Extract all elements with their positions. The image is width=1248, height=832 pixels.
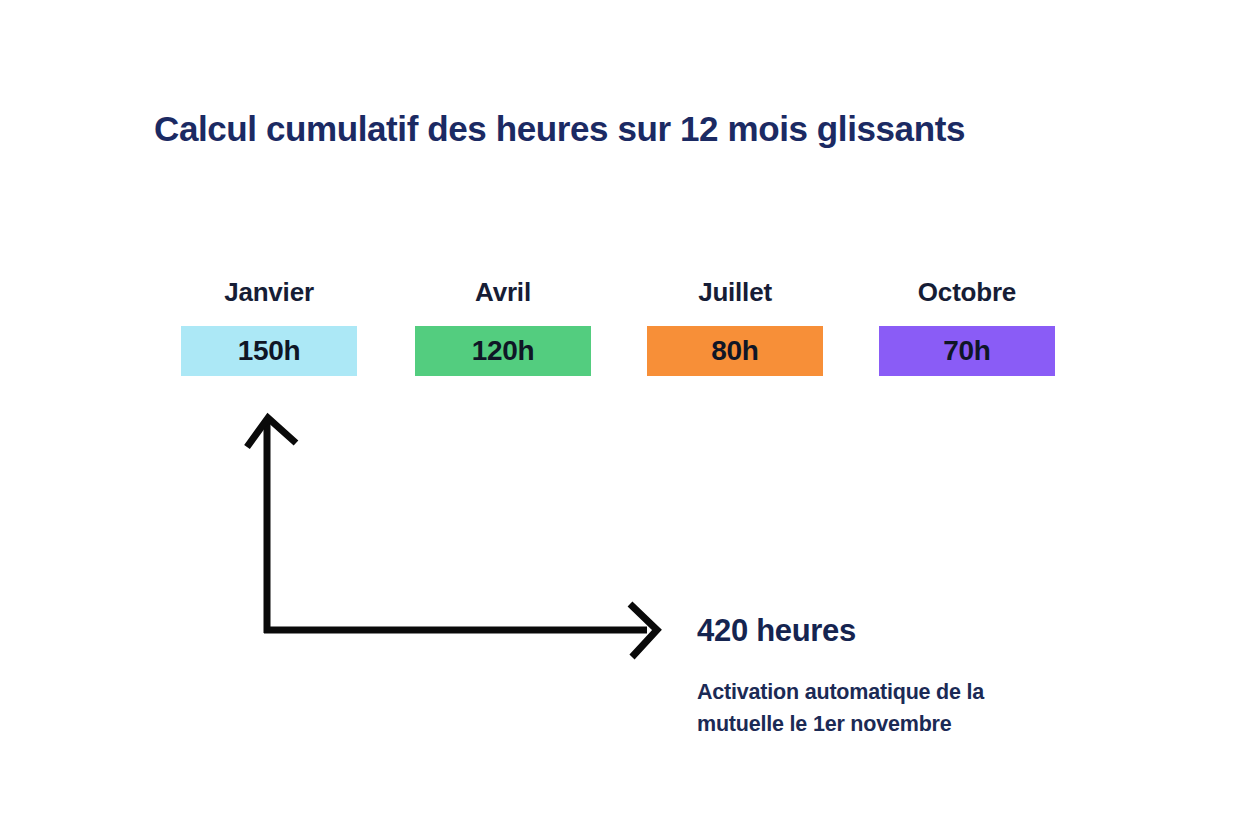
page-title: Calcul cumulatif des heures sur 12 mois …	[154, 106, 1094, 152]
hours-value: 150h	[238, 335, 301, 367]
hours-box: 70h	[879, 326, 1055, 376]
total-hours-value: 420 heures	[697, 610, 1117, 652]
hours-box: 80h	[647, 326, 823, 376]
activation-note-line2: mutuelle le 1er novembre	[697, 708, 1117, 740]
hours-box: 150h	[181, 326, 357, 376]
axis-arrow-icon	[240, 405, 670, 670]
month-label: Octobre	[879, 276, 1055, 308]
month-label: Avril	[415, 276, 591, 308]
hours-box: 120h	[415, 326, 591, 376]
activation-note-line1: Activation automatique de la	[697, 676, 1117, 708]
month-column-janvier: Janvier 150h	[181, 276, 357, 376]
month-label: Juillet	[647, 276, 823, 308]
activation-note: Activation automatique de la mutuelle le…	[697, 676, 1117, 740]
result-block: 420 heures Activation automatique de la …	[697, 610, 1117, 740]
hours-value: 80h	[711, 335, 758, 367]
infographic-canvas: Calcul cumulatif des heures sur 12 mois …	[0, 0, 1248, 832]
month-column-juillet: Juillet 80h	[647, 276, 823, 376]
month-label: Janvier	[181, 276, 357, 308]
hours-value: 70h	[943, 335, 990, 367]
month-column-octobre: Octobre 70h	[879, 276, 1055, 376]
hours-value: 120h	[472, 335, 535, 367]
month-column-avril: Avril 120h	[415, 276, 591, 376]
